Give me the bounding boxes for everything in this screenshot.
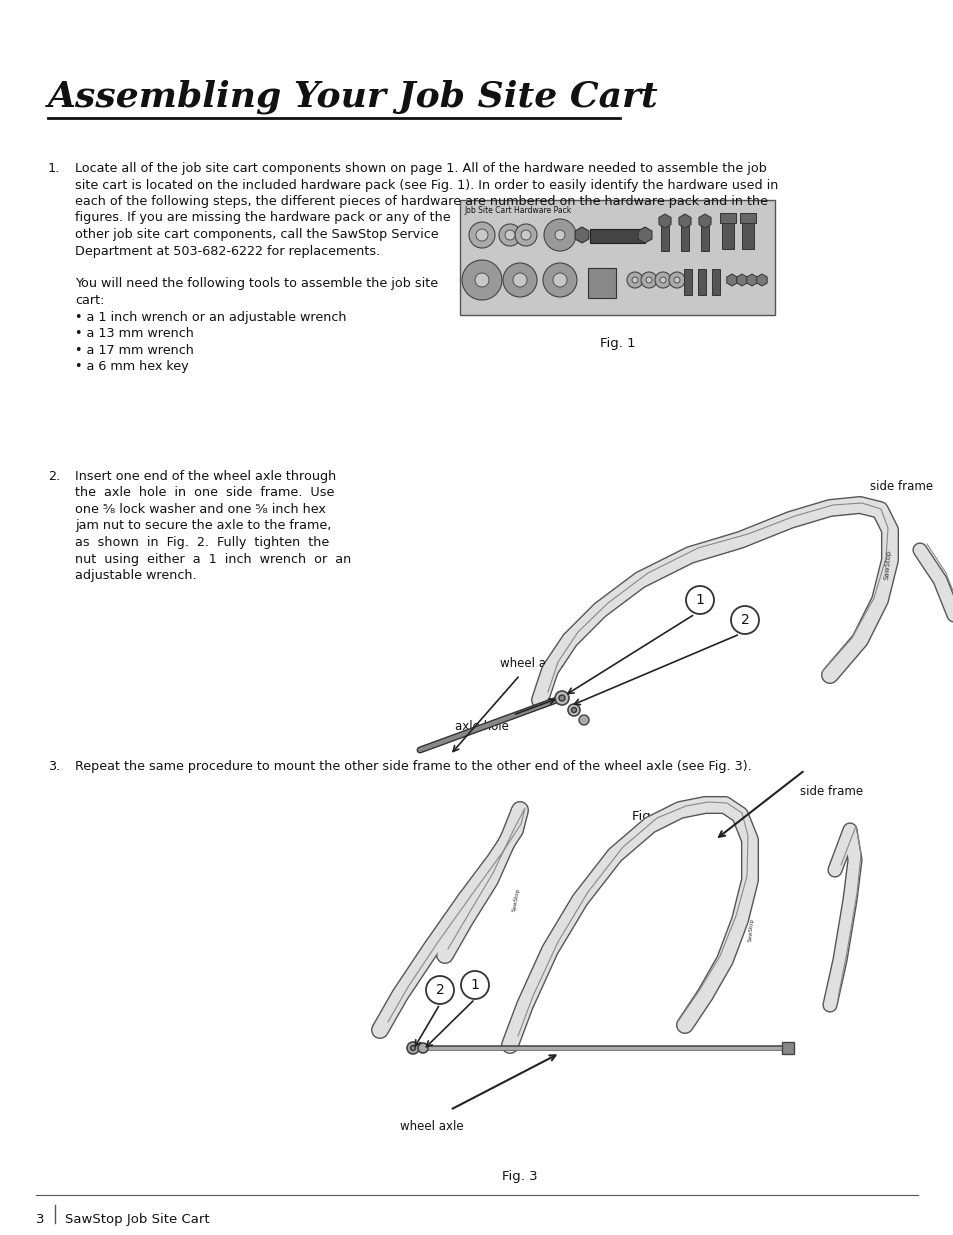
Text: • a 17 mm wrench: • a 17 mm wrench xyxy=(75,343,193,357)
Text: site cart is located on the included hardware pack (see Fig. 1). In order to eas: site cart is located on the included har… xyxy=(75,179,778,191)
Bar xyxy=(698,269,705,295)
Bar xyxy=(740,212,755,224)
Bar xyxy=(721,224,733,249)
Circle shape xyxy=(543,219,576,251)
Circle shape xyxy=(567,704,579,716)
Bar xyxy=(741,224,753,249)
Circle shape xyxy=(645,277,651,283)
Text: one ⁵⁄₈ lock washer and one ⁵⁄₈ inch hex: one ⁵⁄₈ lock washer and one ⁵⁄₈ inch hex xyxy=(75,503,326,516)
Text: 1: 1 xyxy=(695,593,703,606)
Circle shape xyxy=(469,222,495,248)
Text: figures. If you are missing the hardware pack or any of the: figures. If you are missing the hardware… xyxy=(75,211,450,225)
Text: Insert one end of the wheel axle through: Insert one end of the wheel axle through xyxy=(75,471,335,483)
Circle shape xyxy=(553,273,566,287)
Text: wheel axle: wheel axle xyxy=(499,657,563,671)
Circle shape xyxy=(504,230,515,240)
Polygon shape xyxy=(679,214,690,228)
Polygon shape xyxy=(736,274,746,287)
Text: side frame: side frame xyxy=(800,785,862,798)
Text: You will need the following tools to assemble the job site: You will need the following tools to ass… xyxy=(75,278,437,290)
Text: Assembling Your Job Site Cart: Assembling Your Job Site Cart xyxy=(48,80,659,115)
Circle shape xyxy=(417,1044,428,1053)
Text: axle hole: axle hole xyxy=(455,720,508,734)
Circle shape xyxy=(515,224,537,246)
Circle shape xyxy=(578,715,588,725)
Circle shape xyxy=(513,273,526,287)
Text: SawStop: SawStop xyxy=(747,918,754,942)
Text: SawStop: SawStop xyxy=(882,550,891,580)
Bar xyxy=(683,269,691,295)
Bar xyxy=(660,221,668,251)
Text: adjustable wrench.: adjustable wrench. xyxy=(75,569,196,582)
Text: side frame: side frame xyxy=(869,480,932,493)
Text: other job site cart components, call the SawStop Service: other job site cart components, call the… xyxy=(75,228,438,241)
Polygon shape xyxy=(726,274,737,287)
Circle shape xyxy=(730,606,759,634)
Text: • a 6 mm hex key: • a 6 mm hex key xyxy=(75,359,189,373)
Circle shape xyxy=(655,272,670,288)
Polygon shape xyxy=(575,227,588,243)
Polygon shape xyxy=(638,227,651,243)
Text: Fig. 1: Fig. 1 xyxy=(599,337,635,350)
Text: the  axle  hole  in  one  side  frame.  Use: the axle hole in one side frame. Use xyxy=(75,487,334,499)
Circle shape xyxy=(558,695,564,701)
Circle shape xyxy=(461,261,501,300)
Circle shape xyxy=(476,228,488,241)
Circle shape xyxy=(407,1042,418,1053)
Bar xyxy=(781,1042,793,1053)
Circle shape xyxy=(555,230,564,240)
Bar xyxy=(589,228,644,243)
Circle shape xyxy=(571,708,576,713)
Circle shape xyxy=(460,971,489,999)
Circle shape xyxy=(668,272,684,288)
Text: jam nut to secure the axle to the frame,: jam nut to secure the axle to the frame, xyxy=(75,520,331,532)
Text: cart:: cart: xyxy=(75,294,105,308)
Bar xyxy=(720,212,735,224)
Circle shape xyxy=(542,263,577,296)
Polygon shape xyxy=(659,214,670,228)
Circle shape xyxy=(673,277,679,283)
Circle shape xyxy=(685,585,713,614)
Text: each of the following steps, the different pieces of hardware are numbered on th: each of the following steps, the differe… xyxy=(75,195,767,207)
Text: Repeat the same procedure to mount the other side frame to the other end of the : Repeat the same procedure to mount the o… xyxy=(75,760,751,773)
Text: 3: 3 xyxy=(36,1213,45,1226)
Circle shape xyxy=(475,273,489,287)
Circle shape xyxy=(640,272,657,288)
Text: 3.: 3. xyxy=(48,760,60,773)
Text: Department at 503-682-6222 for replacements.: Department at 503-682-6222 for replaceme… xyxy=(75,245,380,258)
Bar xyxy=(680,221,688,251)
Bar xyxy=(711,269,720,295)
Text: 1: 1 xyxy=(470,978,479,992)
Text: 1.: 1. xyxy=(48,162,60,175)
Circle shape xyxy=(626,272,642,288)
Text: • a 1 inch wrench or an adjustable wrench: • a 1 inch wrench or an adjustable wrenc… xyxy=(75,310,346,324)
Text: 2: 2 xyxy=(436,983,444,997)
Circle shape xyxy=(426,976,454,1004)
Text: Fig. 3: Fig. 3 xyxy=(501,1170,537,1183)
Circle shape xyxy=(410,1046,416,1051)
Circle shape xyxy=(631,277,638,283)
Text: 2: 2 xyxy=(740,613,749,627)
Circle shape xyxy=(520,230,531,240)
Text: SawStop Job Site Cart: SawStop Job Site Cart xyxy=(65,1213,210,1226)
Circle shape xyxy=(659,277,665,283)
Polygon shape xyxy=(699,214,710,228)
Text: as  shown  in  Fig.  2.  Fully  tighten  the: as shown in Fig. 2. Fully tighten the xyxy=(75,536,329,550)
Text: Locate all of the job site cart components shown on page 1. All of the hardware : Locate all of the job site cart componen… xyxy=(75,162,766,175)
Circle shape xyxy=(502,263,537,296)
Text: nut  using  either  a  1  inch  wrench  or  an: nut using either a 1 inch wrench or an xyxy=(75,552,351,566)
Polygon shape xyxy=(746,274,757,287)
Text: wheel axle: wheel axle xyxy=(399,1120,463,1132)
Bar xyxy=(587,268,616,298)
Text: Job Site Cart Hardware Pack: Job Site Cart Hardware Pack xyxy=(463,206,571,215)
Circle shape xyxy=(498,224,520,246)
Bar xyxy=(459,200,774,315)
Circle shape xyxy=(555,692,568,705)
Polygon shape xyxy=(756,274,766,287)
Text: SawStop: SawStop xyxy=(511,888,520,913)
Bar xyxy=(700,221,708,251)
Text: 2.: 2. xyxy=(48,471,60,483)
Text: • a 13 mm wrench: • a 13 mm wrench xyxy=(75,327,193,340)
Text: Fig. 2: Fig. 2 xyxy=(632,810,667,823)
